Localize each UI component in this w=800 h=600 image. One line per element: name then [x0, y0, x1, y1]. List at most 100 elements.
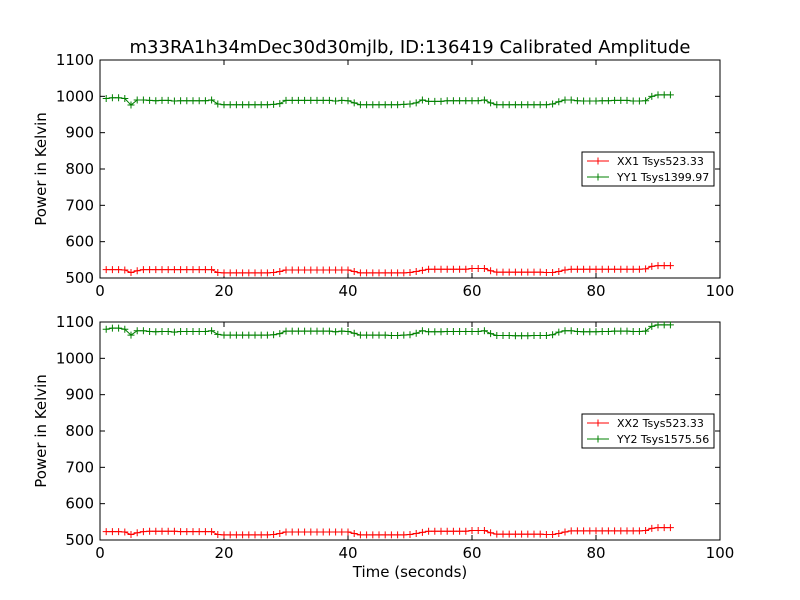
- legend-label: YY2 Tsys1575.56: [616, 433, 709, 446]
- data-point: [431, 265, 439, 273]
- chart-title: m33RA1h34mDec30d30mjlb, ID:136419 Calibr…: [130, 37, 691, 58]
- data-point: [456, 265, 464, 273]
- data-point: [437, 97, 445, 105]
- data-point: [598, 327, 606, 335]
- x-tick-label: 40: [338, 544, 357, 562]
- panel-bottom: 0 20 40 60 80 100 500 600 700 800 900 1000 1100 Power…: [32, 313, 734, 562]
- data-point: [542, 331, 550, 339]
- data-point: [232, 331, 240, 339]
- data-point: [412, 529, 420, 537]
- x-tick-label: 0: [95, 282, 105, 300]
- data-point: [177, 327, 185, 335]
- data-point: [586, 328, 594, 336]
- data-point: [208, 266, 216, 274]
- data-point: [152, 266, 160, 274]
- data-point: [338, 327, 346, 335]
- data-point: [406, 269, 414, 277]
- legend-box: [581, 413, 715, 449]
- data-point: [214, 269, 222, 277]
- data-point: [567, 327, 575, 335]
- data-point: [170, 97, 178, 105]
- data-point: [623, 265, 631, 273]
- data-point: [226, 269, 234, 277]
- data-point: [133, 529, 141, 537]
- data-point: [431, 328, 439, 336]
- data-point: [493, 530, 501, 538]
- data-point: [263, 331, 271, 339]
- data-point: [394, 269, 402, 277]
- data-point: [115, 528, 123, 536]
- data-point: [524, 332, 532, 340]
- series-xx: [102, 524, 674, 539]
- data-point: [629, 327, 637, 335]
- data-point: [319, 327, 327, 335]
- data-point: [363, 269, 371, 277]
- data-point: [170, 266, 178, 274]
- x-tick-label: 20: [214, 544, 233, 562]
- data-point: [536, 268, 544, 276]
- data-point: [313, 96, 321, 104]
- data-point: [642, 327, 650, 335]
- data-point: [208, 528, 216, 536]
- legend: XX1 Tsys523.33 YY1 Tsys1399.97: [581, 151, 715, 187]
- data-point: [363, 331, 371, 339]
- data-point: [201, 266, 209, 274]
- data-point: [313, 266, 321, 274]
- data-point: [121, 528, 129, 536]
- data-point: [344, 528, 352, 536]
- data-point: [350, 267, 358, 275]
- data-point: [400, 100, 408, 108]
- x-tick-label: 100: [706, 544, 735, 562]
- data-point: [425, 265, 433, 273]
- data-point: [629, 97, 637, 105]
- data-point: [332, 328, 340, 336]
- data-point: [611, 96, 619, 104]
- data-point: [177, 266, 185, 274]
- data-point: [666, 524, 674, 532]
- data-point: [518, 101, 526, 109]
- y-tick-label: 900: [65, 386, 94, 404]
- data-point: [456, 97, 464, 105]
- data-point: [282, 327, 290, 335]
- data-point: [220, 331, 228, 339]
- data-point: [493, 331, 501, 339]
- data-point: [561, 96, 569, 104]
- data-point: [226, 331, 234, 339]
- data-point: [133, 96, 141, 104]
- data-point: [146, 527, 154, 535]
- data-point: [369, 531, 377, 539]
- data-point: [201, 528, 209, 536]
- data-point: [307, 96, 315, 104]
- data-point: [177, 528, 185, 536]
- data-point: [629, 265, 637, 273]
- data-point: [313, 528, 321, 536]
- data-point: [598, 265, 606, 273]
- data-point: [511, 101, 519, 109]
- data-point: [375, 331, 383, 339]
- data-point: [214, 100, 222, 108]
- data-point: [239, 331, 247, 339]
- data-point: [443, 527, 451, 535]
- data-point: [369, 101, 377, 109]
- data-point: [611, 527, 619, 535]
- data-point: [425, 97, 433, 105]
- data-point: [418, 327, 426, 335]
- data-point: [108, 324, 116, 332]
- data-point: [288, 96, 296, 104]
- data-point: [394, 101, 402, 109]
- data-point: [406, 531, 414, 539]
- data-point: [239, 531, 247, 539]
- data-point: [220, 269, 228, 277]
- data-point: [146, 327, 154, 335]
- data-point: [604, 265, 612, 273]
- data-point: [536, 101, 544, 109]
- data-point: [214, 531, 222, 539]
- data-point: [530, 331, 538, 339]
- data-point: [511, 530, 519, 538]
- legend-label: XX2 Tsys523.33: [617, 417, 704, 430]
- data-point: [276, 529, 284, 537]
- y-axis-label: Power in Kelvin: [32, 112, 50, 226]
- y-tick-label: 500: [65, 531, 94, 549]
- data-point: [189, 97, 197, 105]
- data-point: [524, 101, 532, 109]
